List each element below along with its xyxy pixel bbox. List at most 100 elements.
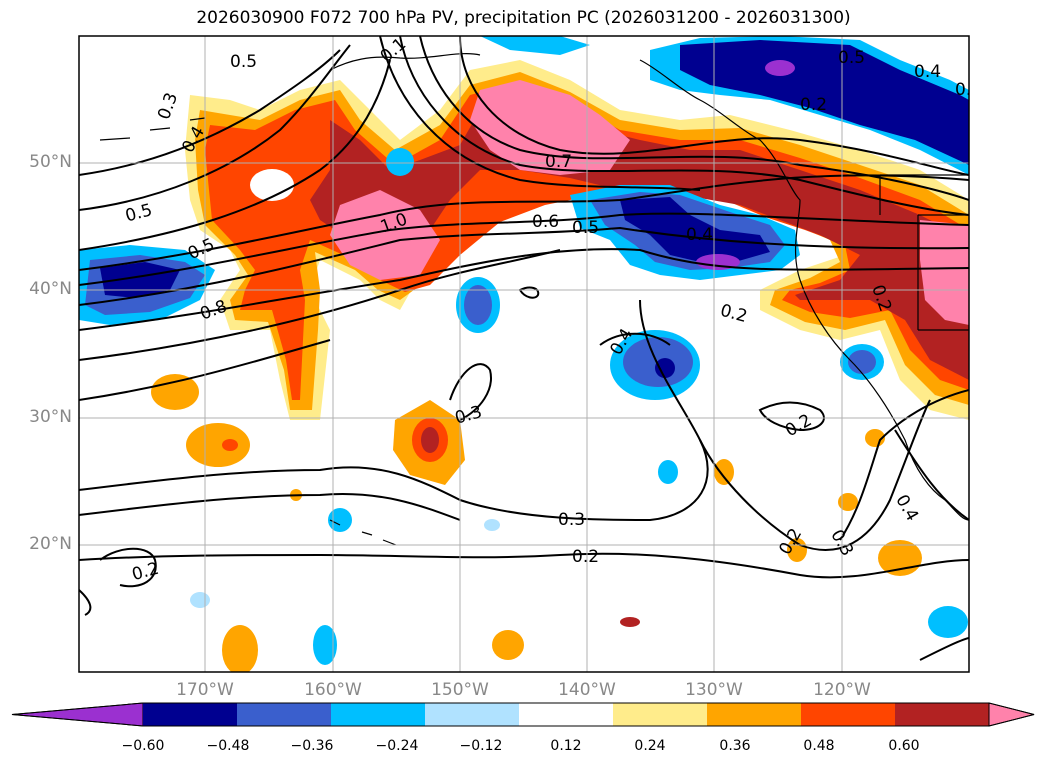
colorbar-swatch xyxy=(143,703,237,726)
pv-contours xyxy=(79,36,969,661)
pv-contour xyxy=(919,637,969,661)
colorbar-extend-max xyxy=(988,702,1035,727)
pv-contour xyxy=(699,399,931,551)
colorbar-tick: −0.48 xyxy=(206,738,250,754)
contour-label: 0.4 xyxy=(686,225,713,245)
contour-label: 0.4 xyxy=(914,62,941,82)
lon-label-160w: 160°W xyxy=(304,680,362,700)
pv-contour xyxy=(79,212,969,286)
gridlines xyxy=(79,36,969,672)
colorbar xyxy=(11,702,1035,727)
colorbar-tick: −0.12 xyxy=(459,738,503,754)
contour-label: 0.2 xyxy=(572,547,599,567)
pv-contour xyxy=(449,363,492,421)
pv-contour xyxy=(79,49,341,176)
colorbar-extend-min xyxy=(11,702,144,727)
precip-cell xyxy=(222,625,258,672)
neg-cell-core xyxy=(848,350,876,374)
neg-cell xyxy=(484,519,500,531)
lon-label-130w: 130°W xyxy=(685,680,743,700)
contour-label: 0.7 xyxy=(545,152,572,172)
precip-hole xyxy=(250,169,294,201)
map-title: 2026030900 F072 700 hPa PV, precipitatio… xyxy=(196,8,851,28)
colorbar-tick: 0.12 xyxy=(550,738,582,754)
colorbar-tick: 0.48 xyxy=(803,738,835,754)
precip-cell xyxy=(151,374,199,410)
contour-label: 0.2 xyxy=(800,95,827,115)
pv-contour xyxy=(79,299,709,522)
pv-contour xyxy=(79,552,969,579)
lat-label-30n: 30°N xyxy=(29,407,72,427)
neg-cell xyxy=(328,508,352,532)
neg-region xyxy=(480,36,590,55)
colorbar-swatch xyxy=(613,703,707,726)
pv-contour xyxy=(518,286,540,299)
precip-cell xyxy=(787,538,807,562)
colorbar-swatch xyxy=(425,703,519,726)
pv-contour xyxy=(379,36,701,191)
neg-region-extreme xyxy=(765,60,795,76)
pv-contour xyxy=(79,44,351,211)
state-borders xyxy=(879,174,969,331)
colorbar-tick: 0.60 xyxy=(888,738,920,754)
pv-contour xyxy=(758,401,825,432)
pv-contour xyxy=(459,36,969,176)
lon-label-150w: 150°W xyxy=(431,680,489,700)
neg-cell-core xyxy=(655,358,675,378)
north-america-coast xyxy=(639,59,969,521)
pv-contour xyxy=(419,36,969,201)
neg-region-core xyxy=(680,40,969,165)
pv-contour xyxy=(399,36,969,216)
pv-contour xyxy=(79,493,461,521)
pv-contour xyxy=(79,174,969,271)
precip-cell xyxy=(186,423,250,467)
lat-label-50n: 50°N xyxy=(29,152,72,172)
map-frame xyxy=(78,35,970,673)
pv-contour xyxy=(79,249,561,361)
contour-label: 0.5 xyxy=(838,48,865,68)
colorbar-swatch xyxy=(331,703,425,726)
precip-core-pink-2 xyxy=(330,190,440,280)
neg-cell-core xyxy=(464,285,492,325)
alaska-peninsula-coast xyxy=(329,52,481,71)
precip-core-pink-3 xyxy=(920,220,969,325)
precip-cell xyxy=(714,459,734,485)
colorbar-tick: 0.36 xyxy=(719,738,751,754)
precip-cell xyxy=(492,630,524,660)
colorbar-tick: −0.60 xyxy=(121,738,165,754)
pv-contour xyxy=(79,589,92,616)
precip-cell-core xyxy=(421,427,439,453)
lat-label-40n: 40°N xyxy=(29,279,72,299)
lat-label-20n: 20°N xyxy=(29,534,72,554)
colorbar-swatch xyxy=(237,703,331,726)
neg-cell xyxy=(928,606,968,638)
precip-region-darkred xyxy=(310,95,969,380)
pv-contour xyxy=(599,332,671,346)
precip-cell xyxy=(838,493,858,511)
colorbar-outline xyxy=(11,702,1035,727)
colorbar-tick: 0.24 xyxy=(634,738,666,754)
lon-label-170w: 170°W xyxy=(176,680,234,700)
aleutian-islands xyxy=(99,117,206,141)
precip-core-pink-1 xyxy=(470,80,630,175)
colorbar-swatch xyxy=(707,703,801,726)
contour-label: 0.5 xyxy=(230,52,257,72)
contour-label: 0.6 xyxy=(532,212,559,232)
contour-label: 0.3 xyxy=(558,510,585,530)
colorbar-tick: −0.36 xyxy=(290,738,334,754)
pv-contour xyxy=(839,389,969,541)
pv-contour xyxy=(99,547,157,588)
pv-contour xyxy=(894,429,969,521)
colorbar-swatch xyxy=(519,703,613,726)
colorbar-swatch xyxy=(895,703,989,726)
contour-label: 0.2 xyxy=(955,80,982,100)
pv-contour xyxy=(79,59,391,251)
lon-label-120w: 120°W xyxy=(813,680,871,700)
pv-contour xyxy=(79,248,969,331)
colorbar-swatch xyxy=(801,703,895,726)
neg-cell xyxy=(190,592,210,608)
contour-label: 0.5 xyxy=(572,218,599,238)
colorbar-tick: −0.24 xyxy=(375,738,419,754)
coastlines xyxy=(99,52,969,546)
